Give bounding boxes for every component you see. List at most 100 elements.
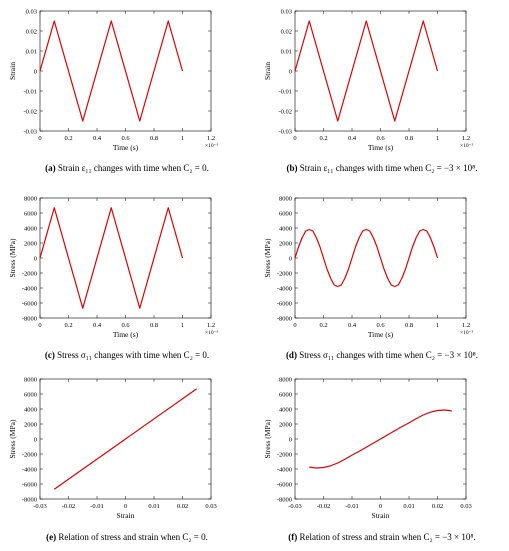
x-tick-label: 0.6 [121, 322, 130, 329]
x-tick-label: 0.01 [148, 503, 159, 510]
y-tick-label: -8000 [277, 496, 292, 503]
x-tick-label: 0.01 [403, 503, 414, 510]
panel-b: 0 0.2 0.4 0.6 0.8 1 1.2 -0.03 -0.02 -0.01 0 0.01 0.0… [255, 0, 509, 183]
caption-f: (f) Relation of stress and strain when C… [255, 532, 509, 542]
y-tick-label: 4000 [24, 225, 37, 232]
y-tick-label: -8000 [22, 315, 37, 322]
y-tick-label: 8000 [24, 195, 37, 202]
caption-a: (a) Strain ε₁₁ changes with time when C₂… [0, 163, 254, 173]
panel-c: 0 0.2 0.4 0.6 0.8 1 1.2 -8000 -6000 -4000 -2000 0 20… [0, 187, 254, 370]
caption-c-text: Stress σ₁₁ changes with time when C₂ = 0… [57, 350, 210, 360]
y-tick-label: 0.02 [281, 28, 292, 35]
series-line [39, 20, 184, 122]
x-tick-label: 0.4 [93, 135, 102, 142]
x-tick-label: 1 [436, 322, 439, 329]
x-tick-label: 0.8 [150, 322, 158, 329]
y-tick-label: 2000 [279, 240, 292, 247]
caption-e-label: (e) [46, 532, 57, 542]
x-multiplier: ×10⁻⁵ [460, 143, 474, 149]
y-tick-label: 6000 [279, 210, 292, 217]
y-tick-label: 0.01 [26, 48, 37, 55]
y-tick-label: -0.01 [23, 88, 37, 95]
x-tick-label: 0.2 [319, 135, 327, 142]
x-tick-label: 0.4 [348, 135, 357, 142]
caption-d-label: (d) [285, 350, 297, 360]
panel-f: -0.03 -0.02 -0.01 0 0.01 0.02 0.03 -8000 -6000 -4… [255, 368, 509, 551]
y-tick-label: -6000 [277, 300, 292, 307]
x-tick-label: 0.6 [121, 135, 130, 142]
y-tick-label: -0.01 [278, 88, 292, 95]
y-tick-label: 2000 [24, 421, 37, 428]
y-tick-label: -6000 [22, 300, 37, 307]
x-tick-label: -0.03 [288, 503, 302, 510]
x-tick-label: 0.2 [64, 322, 72, 329]
x-tick-label: 0.2 [64, 135, 72, 142]
y-axis-label: Stress (MPa) [263, 238, 272, 277]
y-tick-label: 6000 [24, 391, 37, 398]
y-axis-label: Strain [8, 62, 17, 80]
x-tick-label: 0 [38, 322, 41, 329]
y-tick-label: 8000 [279, 195, 292, 202]
x-tick-label: -0.02 [62, 503, 76, 510]
x-multiplier: ×10⁻⁵ [205, 143, 219, 149]
series-line [309, 409, 452, 469]
x-tick-label: 1 [181, 322, 184, 329]
y-tick-label: -2000 [22, 270, 37, 277]
x-tick-label: 0.6 [376, 135, 385, 142]
y-tick-label: -0.02 [278, 108, 292, 115]
y-tick-label: -4000 [277, 285, 292, 292]
x-multiplier: ×10⁻⁵ [205, 330, 219, 336]
series-line [294, 20, 439, 122]
caption-b-label: (b) [286, 163, 298, 173]
y-tick-label: 8000 [24, 376, 37, 383]
x-tick-label: -0.03 [33, 503, 47, 510]
y-axis-label: Stress (MPa) [8, 419, 17, 458]
x-tick-label: 0.8 [150, 135, 158, 142]
caption-f-label: (f) [288, 532, 298, 542]
y-tick-label: 0 [289, 436, 292, 443]
x-tick-label: 0 [379, 503, 382, 510]
y-tick-label: -2000 [277, 270, 292, 277]
y-tick-label: 0 [34, 436, 37, 443]
x-axis-label: Time (s) [368, 330, 394, 339]
chart-c: 0 0.2 0.4 0.6 0.8 1 1.2 -8000 -6000 -4000 -2000 0 20… [8, 195, 219, 339]
caption-c: (c) Stress σ₁₁ changes with time when C₂… [0, 350, 254, 360]
caption-b: (b) Strain ε₁₁ changes with time when C₂… [255, 163, 509, 173]
y-axis-label: Stress (MPa) [263, 419, 272, 458]
y-tick-label: 6000 [24, 210, 37, 217]
y-tick-label: -0.03 [23, 128, 37, 135]
x-tick-label: 1.2 [462, 135, 470, 142]
y-tick-label: 0.03 [26, 8, 37, 15]
y-tick-label: -8000 [277, 315, 292, 322]
x-tick-label: 0.8 [405, 135, 413, 142]
y-tick-label: -8000 [22, 496, 37, 503]
y-axis-label: Strain [263, 62, 272, 80]
y-tick-label: -4000 [277, 466, 292, 473]
y-tick-label: 0.03 [281, 8, 292, 15]
x-tick-label: -0.01 [90, 503, 104, 510]
x-tick-label: 1.2 [207, 135, 215, 142]
panel-a: 0 0.2 0.4 0.6 0.8 1 1.2 -0.03 -0.02 -0.01 0 0.01 0.0… [0, 0, 254, 183]
caption-d-text: Stress σ₁₁ changes with time when C₂ = −… [299, 350, 479, 360]
y-tick-label: 2000 [279, 421, 292, 428]
y-tick-label: 0.02 [26, 28, 37, 35]
panel-e: -0.03 -0.02 -0.01 0 0.01 0.02 0.03 -8000 -6000 -4… [0, 368, 254, 551]
x-tick-label: 0 [124, 503, 127, 510]
x-tick-label: 1 [181, 135, 184, 142]
x-tick-label: 0.03 [205, 503, 216, 510]
y-tick-label: -4000 [22, 466, 37, 473]
y-tick-label: -0.02 [23, 108, 37, 115]
x-tick-label: 0.03 [460, 503, 471, 510]
x-axis-label: Strain [117, 511, 135, 520]
x-tick-label: 1.2 [462, 322, 470, 329]
caption-f-text: Relation of stress and strain when C₂ = … [299, 532, 476, 542]
chart-e: -0.03 -0.02 -0.01 0 0.01 0.02 0.03 -8000 -6000 -4… [8, 376, 217, 520]
y-tick-label: 0 [289, 255, 292, 262]
caption-c-label: (c) [44, 350, 55, 360]
y-tick-label: 4000 [279, 406, 292, 413]
x-tick-label: 0.2 [319, 322, 327, 329]
y-tick-label: 4000 [279, 225, 292, 232]
chart-d: 0 0.2 0.4 0.6 0.8 1 1.2 -8000 -6000 -4000 -2000 0 20… [263, 195, 474, 339]
x-tick-label: 0 [293, 322, 296, 329]
x-tick-label: 0.02 [432, 503, 443, 510]
